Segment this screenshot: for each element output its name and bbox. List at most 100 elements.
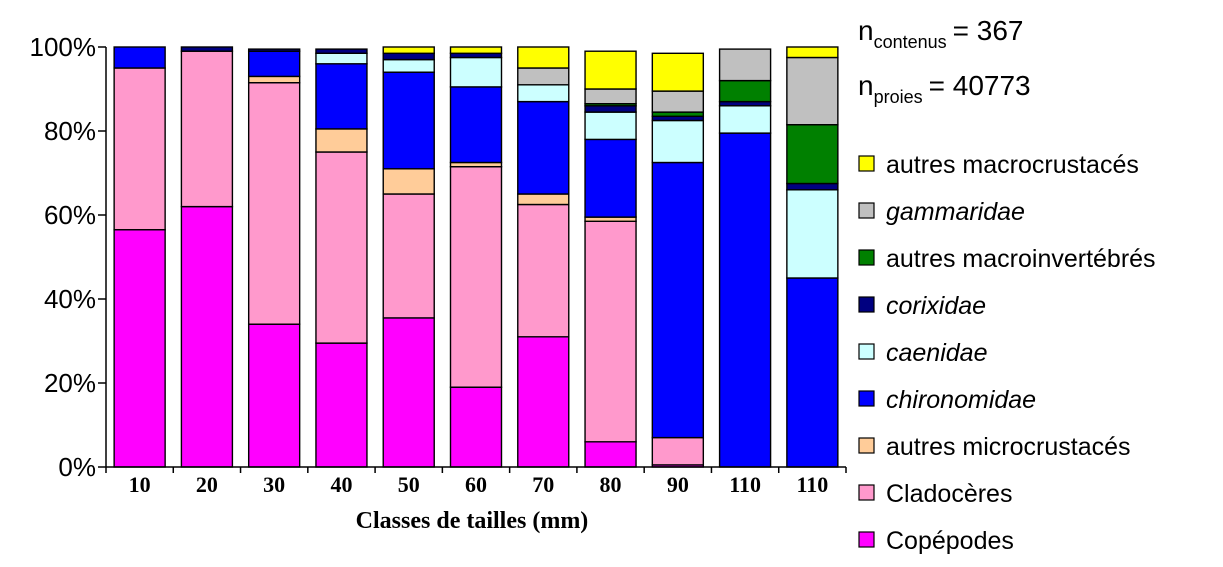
bar-segment (786, 56, 839, 126)
bar-segment (718, 132, 772, 468)
bar-segment (247, 323, 301, 468)
bar-segment (786, 123, 839, 185)
bar-segment (584, 441, 637, 468)
legend-label: autres macrocrustacés (886, 151, 1139, 179)
x-tick-label: 50 (398, 472, 420, 497)
bar-segment (315, 63, 368, 130)
y-tick-label: 40% (44, 284, 96, 314)
legend-swatch (858, 531, 875, 548)
legend-item: Cladocères (858, 480, 1012, 508)
bar-stack-80 (584, 50, 637, 468)
bar-segment (449, 56, 503, 88)
legend: autres macrocrustacés gammaridae autres ma… (858, 151, 1156, 555)
bar-segment (786, 182, 839, 191)
bar-segment (718, 79, 772, 103)
y-tick-label: 100% (30, 32, 97, 62)
legend-item: corixidae (858, 292, 986, 320)
bar-segment (382, 193, 435, 319)
bar-segment (584, 111, 637, 141)
bar-segment (584, 220, 637, 443)
legend-label: autres microcrustacés (886, 433, 1131, 461)
bar-segment (651, 90, 705, 113)
bar-segment (786, 189, 839, 279)
y-axis-ticks: 0% 20% 40% 60% 80% 100% (30, 32, 106, 482)
bar-segment (584, 105, 637, 113)
bar-segment (517, 67, 570, 86)
bar-segment (718, 48, 772, 82)
legend-item: gammaridae (858, 198, 1025, 226)
legend-item: Copépodes (858, 527, 1014, 555)
legend-item: chironomidae (858, 386, 1036, 414)
bar-stack-30 (247, 48, 301, 468)
bar-segment (382, 58, 435, 73)
x-tick-label: 80 (600, 472, 622, 497)
bars (113, 46, 839, 468)
legend-item: autres microcrustacés (858, 433, 1131, 461)
bar-segment (786, 277, 839, 468)
bar-segment (382, 52, 435, 61)
x-tick-label: 90 (667, 472, 689, 497)
bar-stack-90 (651, 52, 705, 468)
bar-segment (113, 67, 166, 231)
legend-item: caenidae (858, 339, 987, 367)
bar-segment (315, 151, 368, 344)
bar-segment (247, 50, 301, 78)
x-tick-label: 70 (532, 472, 554, 497)
bar-stack-10 (113, 46, 166, 468)
x-tick-label: 20 (196, 472, 218, 497)
bar-segment (449, 46, 503, 55)
legend-swatch (858, 155, 875, 172)
bar-stack-110 (786, 46, 839, 468)
x-tick-label: 10 (129, 472, 151, 497)
x-tick-label: 40 (330, 472, 352, 497)
bar-segment (382, 317, 435, 468)
bar-segment (247, 81, 301, 325)
legend-label: Copépodes (886, 527, 1014, 555)
x-axis-label: Classes de tailles (mm) (356, 508, 589, 534)
bar-segment (651, 52, 705, 92)
legend-label: corixidae (886, 292, 986, 320)
bar-segment (180, 46, 234, 52)
bar-segment (651, 161, 705, 439)
legend-swatch (858, 249, 875, 266)
bar-segment (517, 193, 570, 206)
legend-label: autres macroinvertébrés (886, 245, 1156, 273)
bar-segment (517, 84, 570, 103)
legend-swatch (858, 437, 875, 454)
n-contenus-annotation: ncontenus = 367 (858, 15, 1024, 52)
bar-segment (315, 342, 368, 468)
bar-segment (247, 75, 301, 84)
bar-segment (517, 46, 570, 69)
bar-segment (517, 203, 570, 338)
legend-swatch (858, 390, 875, 407)
bar-segment (517, 100, 570, 195)
bar-segment (113, 46, 166, 69)
bar-segment (315, 48, 368, 54)
bar-segment (382, 46, 435, 55)
x-tick-label: 30 (263, 472, 285, 497)
legend-swatch (858, 343, 875, 360)
bar-segment (449, 386, 503, 468)
legend-swatch (858, 296, 875, 313)
bar-segment (718, 105, 772, 134)
bar-stack-40 (315, 48, 368, 468)
bar-segment (786, 46, 839, 59)
bar-stack-110 (718, 48, 772, 468)
legend-item: autres macroinvertébrés (858, 245, 1156, 273)
legend-item: autres macrocrustacés (858, 151, 1139, 179)
bar-segment (180, 205, 234, 468)
bar-stack-60 (449, 46, 503, 468)
bar-segment (584, 50, 637, 90)
bar-segment (651, 119, 705, 164)
bar-segment (517, 336, 570, 468)
legend-swatch (858, 484, 875, 501)
bar-segment (113, 228, 166, 468)
bar-segment (382, 168, 435, 195)
bar-segment (247, 48, 301, 52)
bar-stack-20 (180, 46, 234, 468)
bar-segment (315, 52, 368, 65)
y-tick-label: 0% (58, 452, 96, 482)
bar-segment (584, 88, 637, 105)
axes (105, 47, 847, 473)
